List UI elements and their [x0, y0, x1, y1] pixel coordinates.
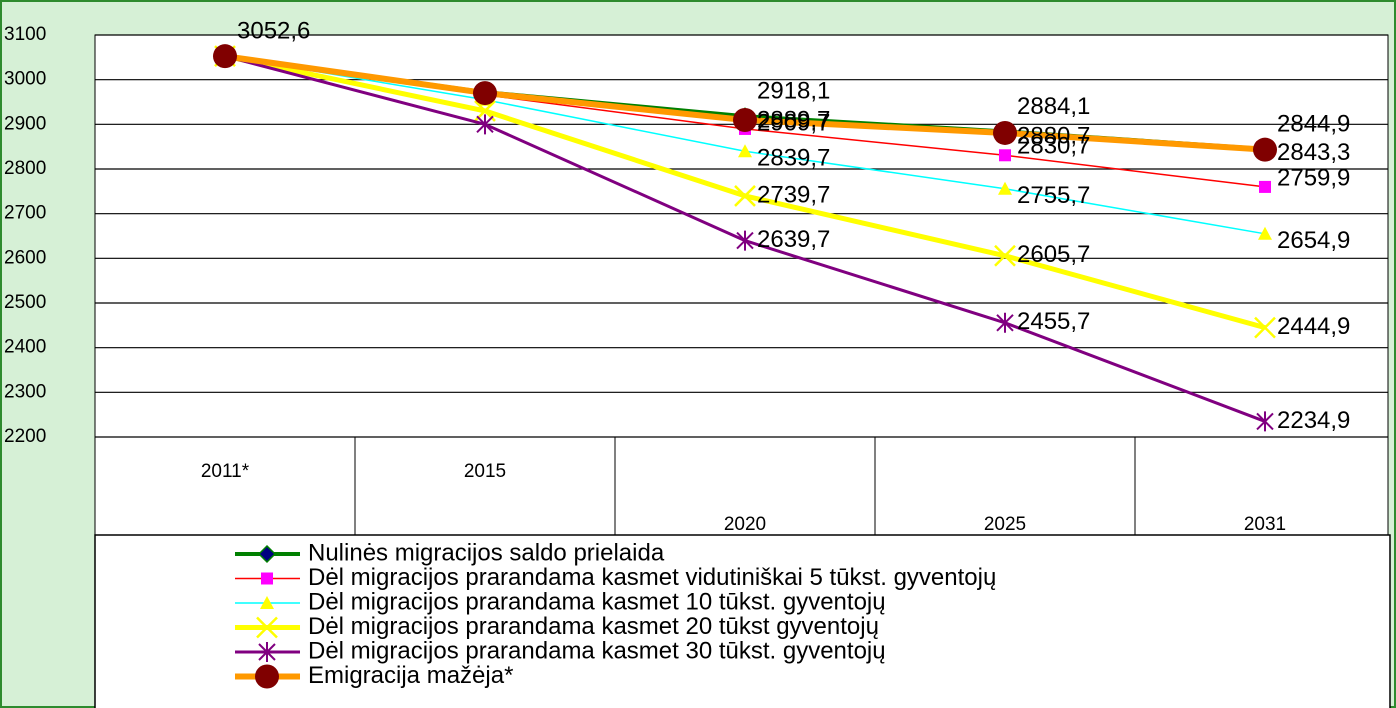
y-tick-label: 2400	[4, 337, 46, 358]
data-label: 2830,7	[1017, 133, 1090, 160]
y-tick-label: 2700	[4, 203, 46, 224]
marker	[476, 114, 494, 135]
x-tick-label: 2025	[984, 514, 1026, 535]
x-tick-label: 2011*	[201, 461, 250, 482]
marker	[994, 244, 1016, 267]
y-tick-label: 2200	[4, 426, 46, 447]
data-label: 2918,1	[757, 78, 830, 105]
data-label: 2843,3	[1277, 139, 1350, 166]
data-label: 2444,9	[1277, 313, 1350, 340]
legend-label: Nulinės migracijos saldo prielaida	[308, 539, 665, 566]
y-tick-label: 2900	[4, 113, 46, 134]
legend-box	[94, 534, 1391, 708]
data-label: 2884,1	[1017, 93, 1090, 120]
marker	[996, 312, 1014, 333]
data-label: 2234,9	[1277, 407, 1350, 434]
data-label: 2889,7	[757, 106, 830, 133]
data-label: 2839,7	[757, 145, 830, 172]
data-label: 2844,9	[1277, 110, 1350, 137]
data-label: 2455,7	[1017, 308, 1090, 335]
data-label: 2880,7	[1017, 122, 1090, 149]
x-tick-label: 2031	[1244, 514, 1286, 535]
x-tick-label: 2015	[464, 461, 506, 482]
data-label: 2639,7	[757, 226, 830, 253]
marker	[1258, 226, 1272, 240]
marker	[1253, 137, 1277, 162]
legend-label: Dėl migracijos prarandama kasmet 30 tūks…	[308, 637, 886, 664]
marker	[257, 544, 277, 564]
legend-label: Dėl migracijos prarandama kasmet 10 tūks…	[308, 588, 886, 615]
marker	[256, 616, 278, 639]
marker	[260, 596, 274, 609]
legend-label: Emigracija mažėja*	[308, 662, 513, 689]
legend-label: Dėl migracijos prarandama kasmet vidutin…	[308, 564, 996, 591]
data-label: 2654,9	[1277, 227, 1350, 254]
data-label: 2605,7	[1017, 241, 1090, 268]
marker	[993, 120, 1017, 145]
data-label: 2909,7	[757, 109, 830, 136]
y-tick-label: 2800	[4, 158, 46, 179]
data-label: 3052,6	[237, 18, 310, 45]
marker	[998, 181, 1012, 195]
x-tick-label: 2020	[724, 514, 766, 535]
y-tick-label: 2500	[4, 292, 46, 313]
marker	[1256, 411, 1274, 432]
marker	[213, 44, 237, 69]
y-tick-label: 3100	[4, 24, 46, 45]
marker	[999, 149, 1011, 162]
marker	[258, 642, 276, 662]
y-tick-label: 2300	[4, 381, 46, 402]
marker	[738, 144, 752, 158]
marker	[733, 108, 757, 133]
data-label: 2739,7	[757, 181, 830, 208]
marker	[1254, 316, 1276, 339]
y-tick-label: 3000	[4, 69, 46, 90]
legend-label: Dėl migracijos prarandama kasmet 20 tūks…	[308, 613, 879, 640]
marker	[261, 572, 273, 585]
marker	[736, 230, 754, 251]
marker	[255, 664, 279, 689]
data-label: 2755,7	[1017, 182, 1090, 209]
marker	[473, 81, 497, 106]
data-label: 2759,9	[1277, 164, 1350, 191]
y-tick-label: 2600	[4, 247, 46, 268]
marker	[1259, 180, 1271, 193]
marker	[734, 185, 756, 207]
